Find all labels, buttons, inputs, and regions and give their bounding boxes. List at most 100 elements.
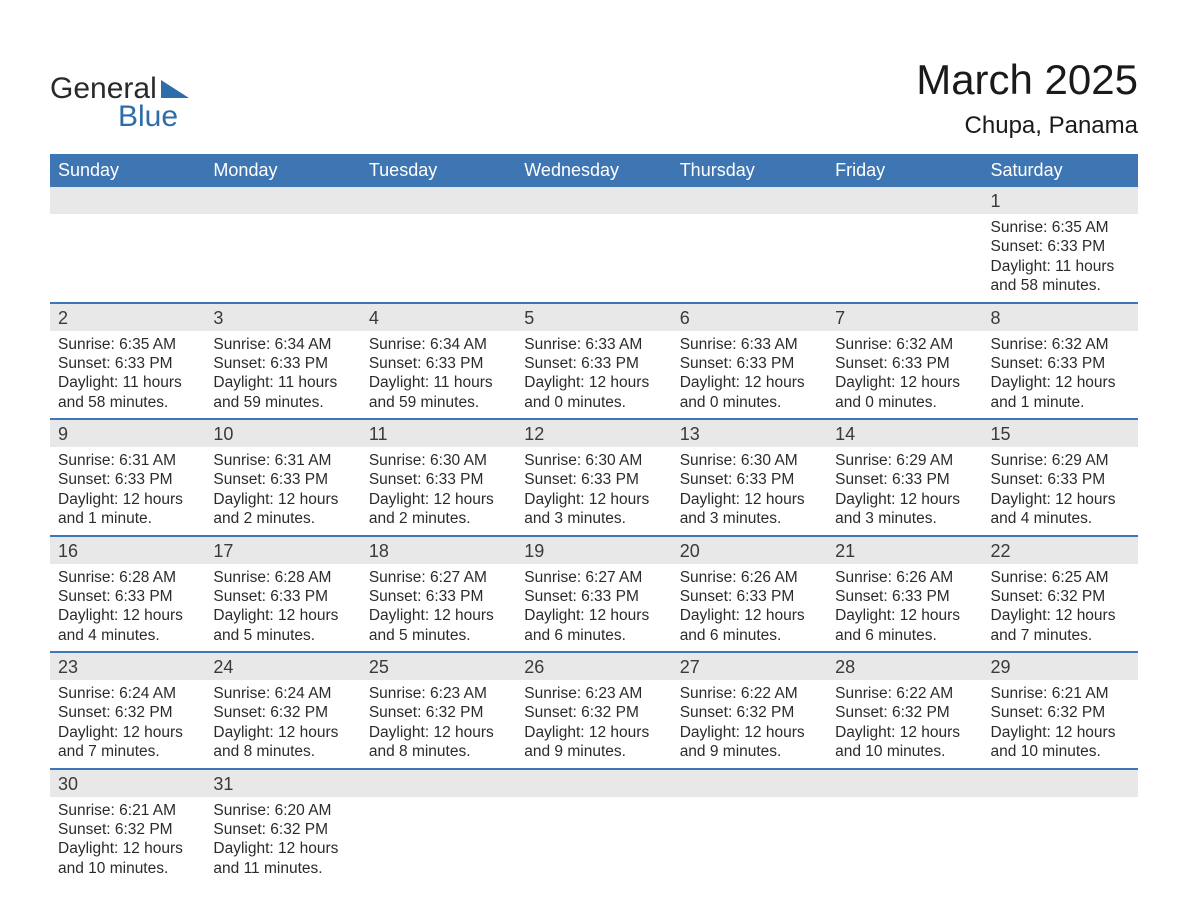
daylight-text: Daylight: 12 hours and 4 minutes. bbox=[58, 606, 197, 645]
sunrise-text: Sunrise: 6:32 AM bbox=[991, 335, 1130, 354]
day-info-cell bbox=[361, 214, 516, 303]
sunset-text: Sunset: 6:33 PM bbox=[213, 587, 352, 606]
day-number: 18 bbox=[369, 541, 389, 561]
daylight-text: Daylight: 12 hours and 6 minutes. bbox=[524, 606, 663, 645]
sunrise-text: Sunrise: 6:30 AM bbox=[524, 451, 663, 470]
day-info-cell: Sunrise: 6:24 AMSunset: 6:32 PMDaylight:… bbox=[50, 680, 205, 769]
day-info-cell: Sunrise: 6:34 AMSunset: 6:33 PMDaylight:… bbox=[361, 331, 516, 420]
daylight-text: Daylight: 12 hours and 11 minutes. bbox=[213, 839, 352, 878]
sunset-text: Sunset: 6:33 PM bbox=[835, 470, 974, 489]
sunrise-text: Sunrise: 6:32 AM bbox=[835, 335, 974, 354]
day-info-cell: Sunrise: 6:20 AMSunset: 6:32 PMDaylight:… bbox=[205, 797, 360, 885]
sunset-text: Sunset: 6:33 PM bbox=[369, 354, 508, 373]
daylight-text: Daylight: 12 hours and 0 minutes. bbox=[524, 373, 663, 412]
day-number: 25 bbox=[369, 657, 389, 677]
calendar-info-row: Sunrise: 6:21 AMSunset: 6:32 PMDaylight:… bbox=[50, 797, 1138, 885]
day-number-cell: 28 bbox=[827, 652, 982, 680]
day-number-cell: 7 bbox=[827, 303, 982, 331]
day-info-cell: Sunrise: 6:23 AMSunset: 6:32 PMDaylight:… bbox=[361, 680, 516, 769]
day-number-cell: 31 bbox=[205, 769, 360, 797]
sunrise-text: Sunrise: 6:21 AM bbox=[58, 801, 197, 820]
sunrise-text: Sunrise: 6:29 AM bbox=[991, 451, 1130, 470]
day-number: 1 bbox=[991, 191, 1001, 211]
day-number-cell bbox=[516, 187, 671, 214]
day-info-cell bbox=[672, 797, 827, 885]
day-info-cell: Sunrise: 6:28 AMSunset: 6:33 PMDaylight:… bbox=[205, 564, 360, 653]
day-info-cell: Sunrise: 6:22 AMSunset: 6:32 PMDaylight:… bbox=[827, 680, 982, 769]
sunset-text: Sunset: 6:33 PM bbox=[680, 470, 819, 489]
sunset-text: Sunset: 6:32 PM bbox=[369, 703, 508, 722]
day-number: 21 bbox=[835, 541, 855, 561]
day-number-cell: 1 bbox=[983, 187, 1138, 214]
sunrise-text: Sunrise: 6:33 AM bbox=[524, 335, 663, 354]
sunrise-text: Sunrise: 6:22 AM bbox=[835, 684, 974, 703]
day-number-cell bbox=[361, 187, 516, 214]
sunset-text: Sunset: 6:32 PM bbox=[524, 703, 663, 722]
day-info-cell bbox=[827, 797, 982, 885]
weekday-header: Tuesday bbox=[361, 154, 516, 187]
day-number: 17 bbox=[213, 541, 233, 561]
sunset-text: Sunset: 6:32 PM bbox=[835, 703, 974, 722]
sunrise-text: Sunrise: 6:28 AM bbox=[58, 568, 197, 587]
day-number-cell: 21 bbox=[827, 536, 982, 564]
day-number-cell: 6 bbox=[672, 303, 827, 331]
weekday-header: Thursday bbox=[672, 154, 827, 187]
daylight-text: Daylight: 11 hours and 59 minutes. bbox=[213, 373, 352, 412]
sunrise-text: Sunrise: 6:35 AM bbox=[991, 218, 1130, 237]
sunset-text: Sunset: 6:33 PM bbox=[524, 587, 663, 606]
daylight-text: Daylight: 12 hours and 5 minutes. bbox=[369, 606, 508, 645]
day-info-cell: Sunrise: 6:26 AMSunset: 6:33 PMDaylight:… bbox=[827, 564, 982, 653]
day-info-cell bbox=[516, 797, 671, 885]
day-number: 15 bbox=[991, 424, 1011, 444]
day-number-cell: 30 bbox=[50, 769, 205, 797]
day-info-cell: Sunrise: 6:34 AMSunset: 6:33 PMDaylight:… bbox=[205, 331, 360, 420]
daylight-text: Daylight: 12 hours and 0 minutes. bbox=[835, 373, 974, 412]
day-info-cell: Sunrise: 6:28 AMSunset: 6:33 PMDaylight:… bbox=[50, 564, 205, 653]
day-number-cell: 26 bbox=[516, 652, 671, 680]
day-number-cell: 12 bbox=[516, 419, 671, 447]
day-number: 19 bbox=[524, 541, 544, 561]
day-number: 6 bbox=[680, 308, 690, 328]
day-number-cell: 5 bbox=[516, 303, 671, 331]
sunrise-text: Sunrise: 6:30 AM bbox=[680, 451, 819, 470]
day-number: 16 bbox=[58, 541, 78, 561]
day-number-cell: 19 bbox=[516, 536, 671, 564]
sunrise-text: Sunrise: 6:29 AM bbox=[835, 451, 974, 470]
day-info-cell: Sunrise: 6:31 AMSunset: 6:33 PMDaylight:… bbox=[50, 447, 205, 536]
day-info-cell bbox=[672, 214, 827, 303]
day-number: 27 bbox=[680, 657, 700, 677]
weekday-header: Sunday bbox=[50, 154, 205, 187]
calendar-info-row: Sunrise: 6:24 AMSunset: 6:32 PMDaylight:… bbox=[50, 680, 1138, 769]
day-number-cell bbox=[516, 769, 671, 797]
daylight-text: Daylight: 12 hours and 7 minutes. bbox=[991, 606, 1130, 645]
calendar-info-row: Sunrise: 6:35 AMSunset: 6:33 PMDaylight:… bbox=[50, 214, 1138, 303]
day-number-cell: 9 bbox=[50, 419, 205, 447]
daylight-text: Daylight: 12 hours and 10 minutes. bbox=[58, 839, 197, 878]
day-info-cell: Sunrise: 6:32 AMSunset: 6:33 PMDaylight:… bbox=[983, 331, 1138, 420]
weekday-header: Friday bbox=[827, 154, 982, 187]
sunset-text: Sunset: 6:32 PM bbox=[213, 820, 352, 839]
day-number-cell: 24 bbox=[205, 652, 360, 680]
sunset-text: Sunset: 6:33 PM bbox=[991, 354, 1130, 373]
day-number: 13 bbox=[680, 424, 700, 444]
day-info-cell: Sunrise: 6:27 AMSunset: 6:33 PMDaylight:… bbox=[516, 564, 671, 653]
daylight-text: Daylight: 12 hours and 1 minute. bbox=[58, 490, 197, 529]
day-number: 26 bbox=[524, 657, 544, 677]
day-number: 24 bbox=[213, 657, 233, 677]
sunset-text: Sunset: 6:33 PM bbox=[58, 587, 197, 606]
sunrise-text: Sunrise: 6:20 AM bbox=[213, 801, 352, 820]
sunset-text: Sunset: 6:33 PM bbox=[680, 354, 819, 373]
day-info-cell: Sunrise: 6:29 AMSunset: 6:33 PMDaylight:… bbox=[983, 447, 1138, 536]
day-info-cell: Sunrise: 6:30 AMSunset: 6:33 PMDaylight:… bbox=[672, 447, 827, 536]
sunset-text: Sunset: 6:33 PM bbox=[680, 587, 819, 606]
sunset-text: Sunset: 6:33 PM bbox=[58, 354, 197, 373]
month-title: March 2025 bbox=[916, 56, 1138, 104]
day-number-cell: 29 bbox=[983, 652, 1138, 680]
day-info-cell bbox=[361, 797, 516, 885]
logo-text-blue: Blue bbox=[118, 100, 189, 134]
day-number-cell: 17 bbox=[205, 536, 360, 564]
location-label: Chupa, Panama bbox=[916, 112, 1138, 140]
day-number: 23 bbox=[58, 657, 78, 677]
day-number-cell bbox=[672, 187, 827, 214]
day-info-cell: Sunrise: 6:21 AMSunset: 6:32 PMDaylight:… bbox=[983, 680, 1138, 769]
